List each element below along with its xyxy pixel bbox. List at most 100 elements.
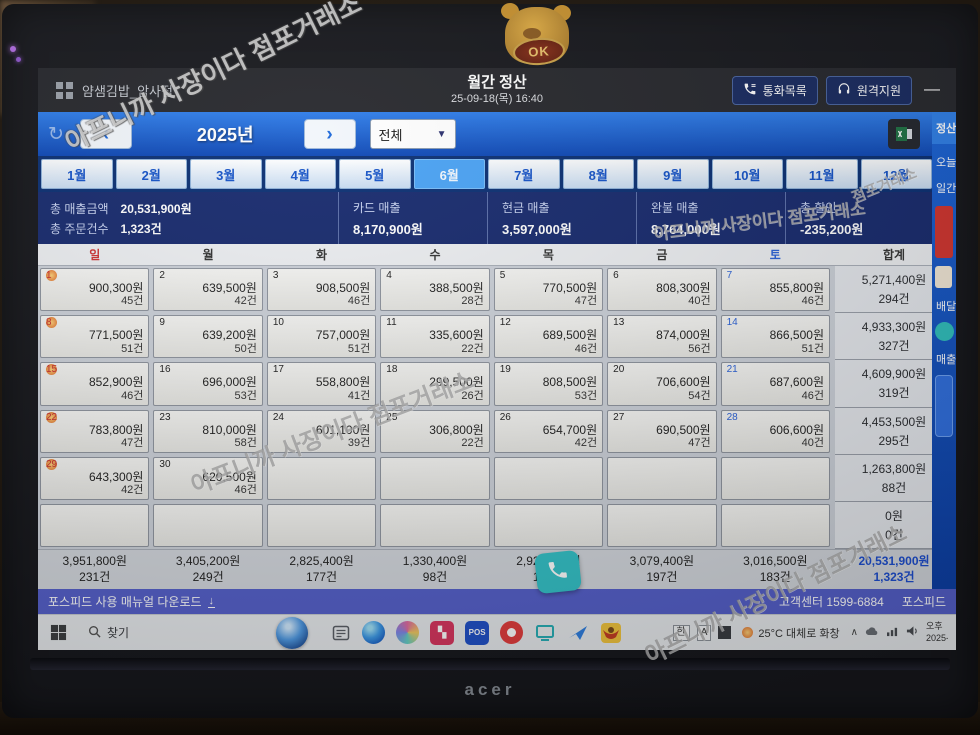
sidebar-item-sales[interactable]: 매출 <box>936 354 956 366</box>
day-cell-8[interactable]: 8 771,500원 51건 <box>40 315 150 359</box>
network-icon[interactable] <box>886 624 899 642</box>
day-cell-13[interactable]: 13 874,000원 56건 <box>607 315 717 359</box>
search-icon <box>88 625 101 641</box>
month-tab-2[interactable]: 2월 <box>115 159 187 189</box>
remote-support-button[interactable]: 원격지원 <box>825 75 912 105</box>
day-cell-15[interactable]: 15 852,900원 46건 <box>40 362 150 406</box>
prev-year-button[interactable]: ‹ <box>79 119 132 149</box>
color-swirl-app-icon[interactable] <box>396 621 420 644</box>
day-cell-17[interactable]: 17 558,800원 41건 <box>266 362 377 406</box>
day-cell-16[interactable]: 16 696,000원 53건 <box>153 362 263 406</box>
sidebar-teal-circle <box>935 322 954 341</box>
day-cell-25[interactable]: 25 306,800원 22건 <box>380 409 490 453</box>
filter-dropdown[interactable]: 전체 ▼ <box>369 119 456 149</box>
day-cell-empty[interactable] <box>266 503 377 547</box>
tray-expand-icon[interactable]: ∧ <box>850 627 858 638</box>
day-number: 2 <box>159 270 165 281</box>
call-list-button[interactable]: 통화목록 <box>731 75 818 105</box>
manual-download-link[interactable]: 포스피드 사용 매뉴얼 다운로드 ↓ <box>48 593 216 610</box>
edge-browser-icon[interactable] <box>362 621 386 644</box>
day-cell-19[interactable]: 19 808,500원 53건 <box>493 362 604 406</box>
month-tab-4[interactable]: 4월 <box>264 159 336 189</box>
day-cell-empty[interactable] <box>380 503 490 547</box>
ime-pad-icon[interactable] <box>331 623 351 643</box>
red-badge-app-icon[interactable]: ▚ <box>430 620 455 645</box>
day-cell-2[interactable]: 2 639,500원 42건 <box>153 268 263 312</box>
month-tab-5[interactable]: 5월 <box>339 159 411 189</box>
month-tab-9[interactable]: 9월 <box>637 159 709 189</box>
day-cell-21[interactable]: 21 687,600원 46건 <box>720 362 830 406</box>
day-cell-27[interactable]: 27 690,500원 47건 <box>607 409 717 453</box>
day-cell-11[interactable]: 11 335,600원 22건 <box>380 315 490 359</box>
day-amount: 639,200원 <box>202 328 257 343</box>
red-circle-app-icon[interactable] <box>500 621 524 644</box>
sidebar-item-today[interactable]: 오늘 <box>936 157 956 169</box>
eagle-app-icon[interactable] <box>600 622 622 644</box>
month-tab-7[interactable]: 7월 <box>488 159 560 189</box>
next-year-button[interactable]: › <box>303 119 356 149</box>
blue-bird-app-icon[interactable] <box>567 623 589 643</box>
windows-start-button[interactable] <box>46 624 71 641</box>
day-cell-23[interactable]: 23 810,000원 58건 <box>153 409 263 453</box>
day-cell-9[interactable]: 9 639,200원 50건 <box>153 315 263 359</box>
day-cell-28[interactable]: 28 606,600원 40건 <box>720 409 830 453</box>
minimize-button[interactable]: — <box>924 81 940 98</box>
day-cell-empty[interactable] <box>607 503 717 547</box>
sidebar-item-daily[interactable]: 일간 <box>936 183 956 195</box>
month-tab-1[interactable]: 1월 <box>41 159 113 189</box>
day-number: 18 <box>386 364 398 376</box>
day-cell-18[interactable]: 18 299,500원 26건 <box>380 362 490 406</box>
ime-english-indicator[interactable]: A <box>696 624 712 641</box>
day-cell-6[interactable]: 6 808,300원 40건 <box>607 268 717 312</box>
day-cell-24[interactable]: 24 601,100원 39건 <box>266 409 377 453</box>
day-cell-3[interactable]: 3 908,500원 46건 <box>266 268 377 312</box>
monitor-app-icon[interactable] <box>534 623 556 643</box>
day-cell-30[interactable]: 30 620,500원 46건 <box>153 456 263 500</box>
day-cell-empty[interactable] <box>153 503 263 547</box>
month-tab-3[interactable]: 3월 <box>190 159 262 189</box>
day-cell-empty[interactable] <box>380 456 490 500</box>
day-cell-12[interactable]: 12 689,500원 46건 <box>493 315 604 359</box>
app-grid-icon[interactable] <box>54 80 74 100</box>
month-tab-10[interactable]: 10월 <box>711 159 783 189</box>
day-cell-1[interactable]: 1 900,300원 45건 <box>40 268 150 312</box>
day-cell-5[interactable]: 5 770,500원 47건 <box>493 268 604 312</box>
excel-export-button[interactable] <box>888 119 920 149</box>
chevron-down-icon: ▼ <box>436 128 447 140</box>
sidebar-tab-settlement[interactable]: 정산 <box>932 112 956 144</box>
refresh-icon[interactable]: ↻ <box>48 123 64 145</box>
day-amount: 855,800원 <box>769 281 824 295</box>
month-tab-11[interactable]: 11월 <box>786 159 858 189</box>
day-cell-26[interactable]: 26 654,700원 42건 <box>493 409 604 453</box>
day-cell-empty[interactable] <box>493 456 604 500</box>
tray-app-icon[interactable] <box>718 626 732 639</box>
day-cell-7[interactable]: 7 855,800원 46건 <box>720 268 830 312</box>
weekday-header-2: 월 <box>202 248 214 262</box>
sidebar-item-delivery[interactable]: 배달 <box>936 301 956 313</box>
day-cell-4[interactable]: 4 388,500원 28건 <box>380 268 490 312</box>
taskbar-clock[interactable]: 오후 2025- <box>926 621 948 644</box>
day-cell-empty[interactable] <box>266 456 377 500</box>
day-cell-empty[interactable] <box>720 456 830 500</box>
month-tab-12[interactable]: 12월 <box>860 159 932 189</box>
day-cell-empty[interactable] <box>40 503 150 547</box>
day-cell-empty[interactable] <box>607 456 717 500</box>
month-tab-8[interactable]: 8월 <box>562 159 634 189</box>
day-count: 42건 <box>574 436 598 449</box>
day-cell-22[interactable]: 22 783,800원 47건 <box>40 409 150 453</box>
pos-app-icon[interactable]: POS <box>465 620 490 645</box>
taskbar-weather[interactable]: 25°C 대체로 화창 <box>742 625 840 641</box>
day-cell-20[interactable]: 20 706,600원 54건 <box>607 362 717 406</box>
weather-widget-icon[interactable] <box>276 616 309 649</box>
cloud-icon[interactable] <box>865 624 879 642</box>
day-cell-14[interactable]: 14 866,500원 51건 <box>720 315 830 359</box>
floating-phone-button[interactable] <box>534 549 582 595</box>
day-cell-empty[interactable] <box>720 503 830 547</box>
speaker-icon[interactable] <box>906 624 919 642</box>
taskbar-search[interactable]: 찾기 <box>80 624 137 641</box>
day-cell-empty[interactable] <box>493 503 604 547</box>
day-cell-29[interactable]: 29 643,300원 42건 <box>40 456 150 500</box>
month-tab-6[interactable]: 6월 <box>413 159 485 189</box>
day-cell-10[interactable]: 10 757,000원 51건 <box>266 315 377 359</box>
ime-korean-indicator[interactable]: 한 <box>672 624 690 641</box>
